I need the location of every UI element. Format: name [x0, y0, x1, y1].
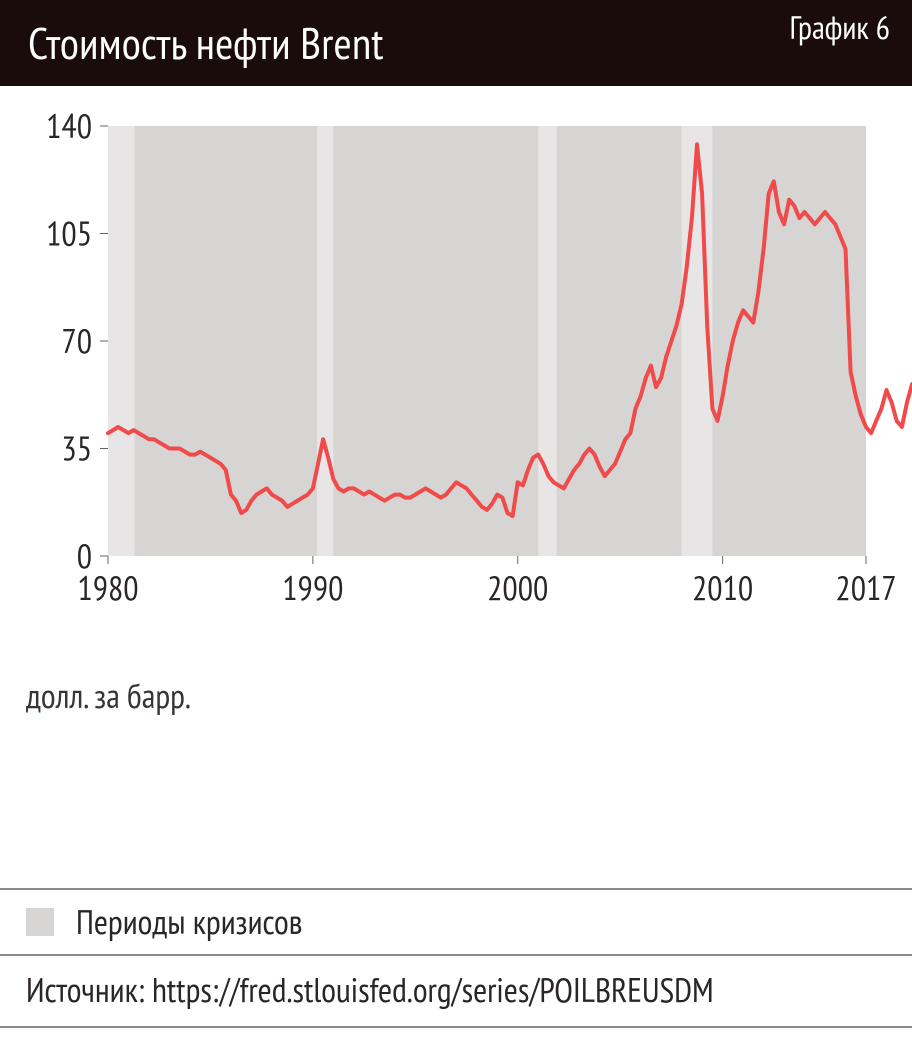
x-tick-label: 2017: [835, 566, 896, 610]
x-tick-label: 2010: [692, 566, 753, 610]
source-prefix: Источник:: [26, 968, 152, 1012]
crisis-band: [538, 126, 556, 556]
y-axis-caption: долл. за барр.: [26, 674, 912, 718]
plot-background: [108, 126, 866, 556]
chart-header: Стоимость нефти Brent График 6: [0, 0, 912, 86]
y-tick-label: 105: [46, 212, 92, 256]
source-url: https://fred.stlouisfed.org/series/POILB…: [152, 968, 714, 1012]
chart-container: 0357010514019801990200020102017 долл. за…: [0, 86, 912, 718]
source: Источник: https://fred.stlouisfed.org/se…: [0, 956, 912, 1028]
chart-title: Стоимость нефти Brent: [28, 15, 384, 72]
crisis-band: [317, 126, 333, 556]
x-tick-label: 1990: [282, 566, 343, 610]
legend-label: Периоды кризисов: [76, 900, 302, 944]
legend: Периоды кризисов: [0, 888, 912, 956]
x-tick-label: 1980: [77, 566, 138, 610]
x-tick-label: 2000: [487, 566, 548, 610]
legend-swatch: [26, 908, 54, 936]
y-tick-label: 35: [61, 427, 92, 471]
y-tick-label: 140: [46, 104, 92, 148]
chart-badge: График 6: [790, 6, 890, 48]
crisis-band: [108, 126, 135, 556]
y-tick-label: 70: [61, 319, 92, 363]
price-chart: 0357010514019801990200020102017: [0, 86, 912, 646]
